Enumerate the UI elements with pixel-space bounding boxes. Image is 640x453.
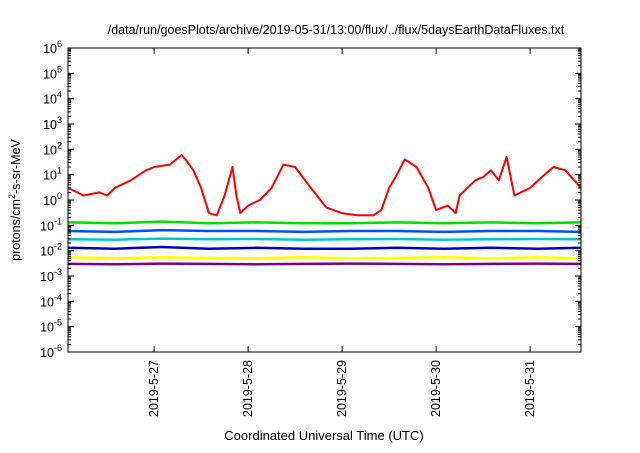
y-tick-label-base: 10 — [40, 321, 54, 335]
y-tick-label-exp: -2 — [54, 242, 62, 252]
y-tick-label: 106 — [43, 39, 62, 56]
y-tick-label: 103 — [43, 115, 62, 132]
x-tick-label: 2019-5-29 — [335, 360, 349, 417]
y-tick-label-exp: 1 — [57, 166, 62, 176]
y-tick-label-base: 10 — [43, 143, 57, 157]
y-tick-label-base: 10 — [43, 42, 57, 56]
y-tick-label-base: 10 — [40, 219, 54, 233]
x-tick-label: 2019-5-27 — [147, 360, 161, 417]
y-tick-label-exp: -3 — [54, 267, 62, 277]
axis-layer: 10-610-510-410-310-210-11001011021031041… — [40, 39, 581, 417]
series-line — [67, 255, 582, 260]
y-tick-label-exp: 2 — [57, 140, 62, 150]
plot-frame — [67, 47, 582, 353]
series-line — [67, 154, 582, 217]
y-axis-label: protons/cm2-s-sr-MeV — [7, 138, 23, 260]
x-tick-label: 2019-5-30 — [429, 360, 443, 417]
y-tick-label-exp: 6 — [57, 39, 62, 49]
y-tick-label-exp: -1 — [54, 216, 62, 226]
y-tick-label-base: 10 — [43, 67, 57, 81]
y-tick-label-exp: 0 — [57, 191, 62, 201]
y-tick-label-exp: -6 — [54, 343, 62, 353]
y-tick-label-exp: -4 — [54, 292, 62, 302]
y-tick-label-base: 10 — [40, 295, 54, 309]
x-axis-label: Coordinated Universal Time (UTC) — [224, 428, 423, 443]
y-tick-label: 102 — [43, 140, 62, 157]
y-tick-label: 10-3 — [40, 267, 62, 284]
x-tick-label: 2019-5-31 — [523, 360, 537, 417]
y-tick-label-base: 10 — [43, 118, 57, 132]
y-tick-label-exp: -5 — [54, 318, 62, 328]
y-axis-label-rest: -s-sr-MeV — [9, 138, 23, 194]
y-tick-label: 10-6 — [40, 343, 62, 360]
y-tick-label: 10-5 — [40, 318, 62, 335]
y-tick-label: 101 — [43, 166, 62, 183]
y-tick-label: 100 — [43, 191, 62, 208]
series-line — [67, 262, 582, 266]
series-line — [67, 237, 582, 241]
series-line — [67, 245, 582, 250]
y-axis-label-base: protons/cm — [9, 199, 23, 261]
y-tick-label-base: 10 — [43, 93, 57, 107]
y-tick-label: 10-4 — [40, 292, 62, 309]
series-line — [67, 228, 582, 234]
series-layer — [67, 154, 582, 266]
y-tick-label: 10-2 — [40, 242, 62, 259]
y-tick-label-exp: 3 — [57, 115, 62, 125]
series-line — [67, 220, 582, 225]
x-tick-label: 2019-5-28 — [241, 360, 255, 417]
y-tick-label: 104 — [43, 90, 62, 107]
y-tick-label: 10-1 — [40, 216, 62, 233]
y-tick-label-base: 10 — [40, 245, 54, 259]
y-tick-label-base: 10 — [43, 169, 57, 183]
y-tick-label: 105 — [43, 64, 62, 81]
y-tick-label-exp: 4 — [57, 90, 62, 100]
y-tick-label-exp: 5 — [57, 64, 62, 74]
y-tick-label-base: 10 — [40, 270, 54, 284]
y-axis-label-sup: 2 — [7, 194, 17, 199]
chart-title: /data/run/goesPlots/archive/2019-05-31/1… — [108, 23, 565, 37]
y-tick-label-base: 10 — [43, 194, 57, 208]
y-tick-label-base: 10 — [40, 346, 54, 360]
